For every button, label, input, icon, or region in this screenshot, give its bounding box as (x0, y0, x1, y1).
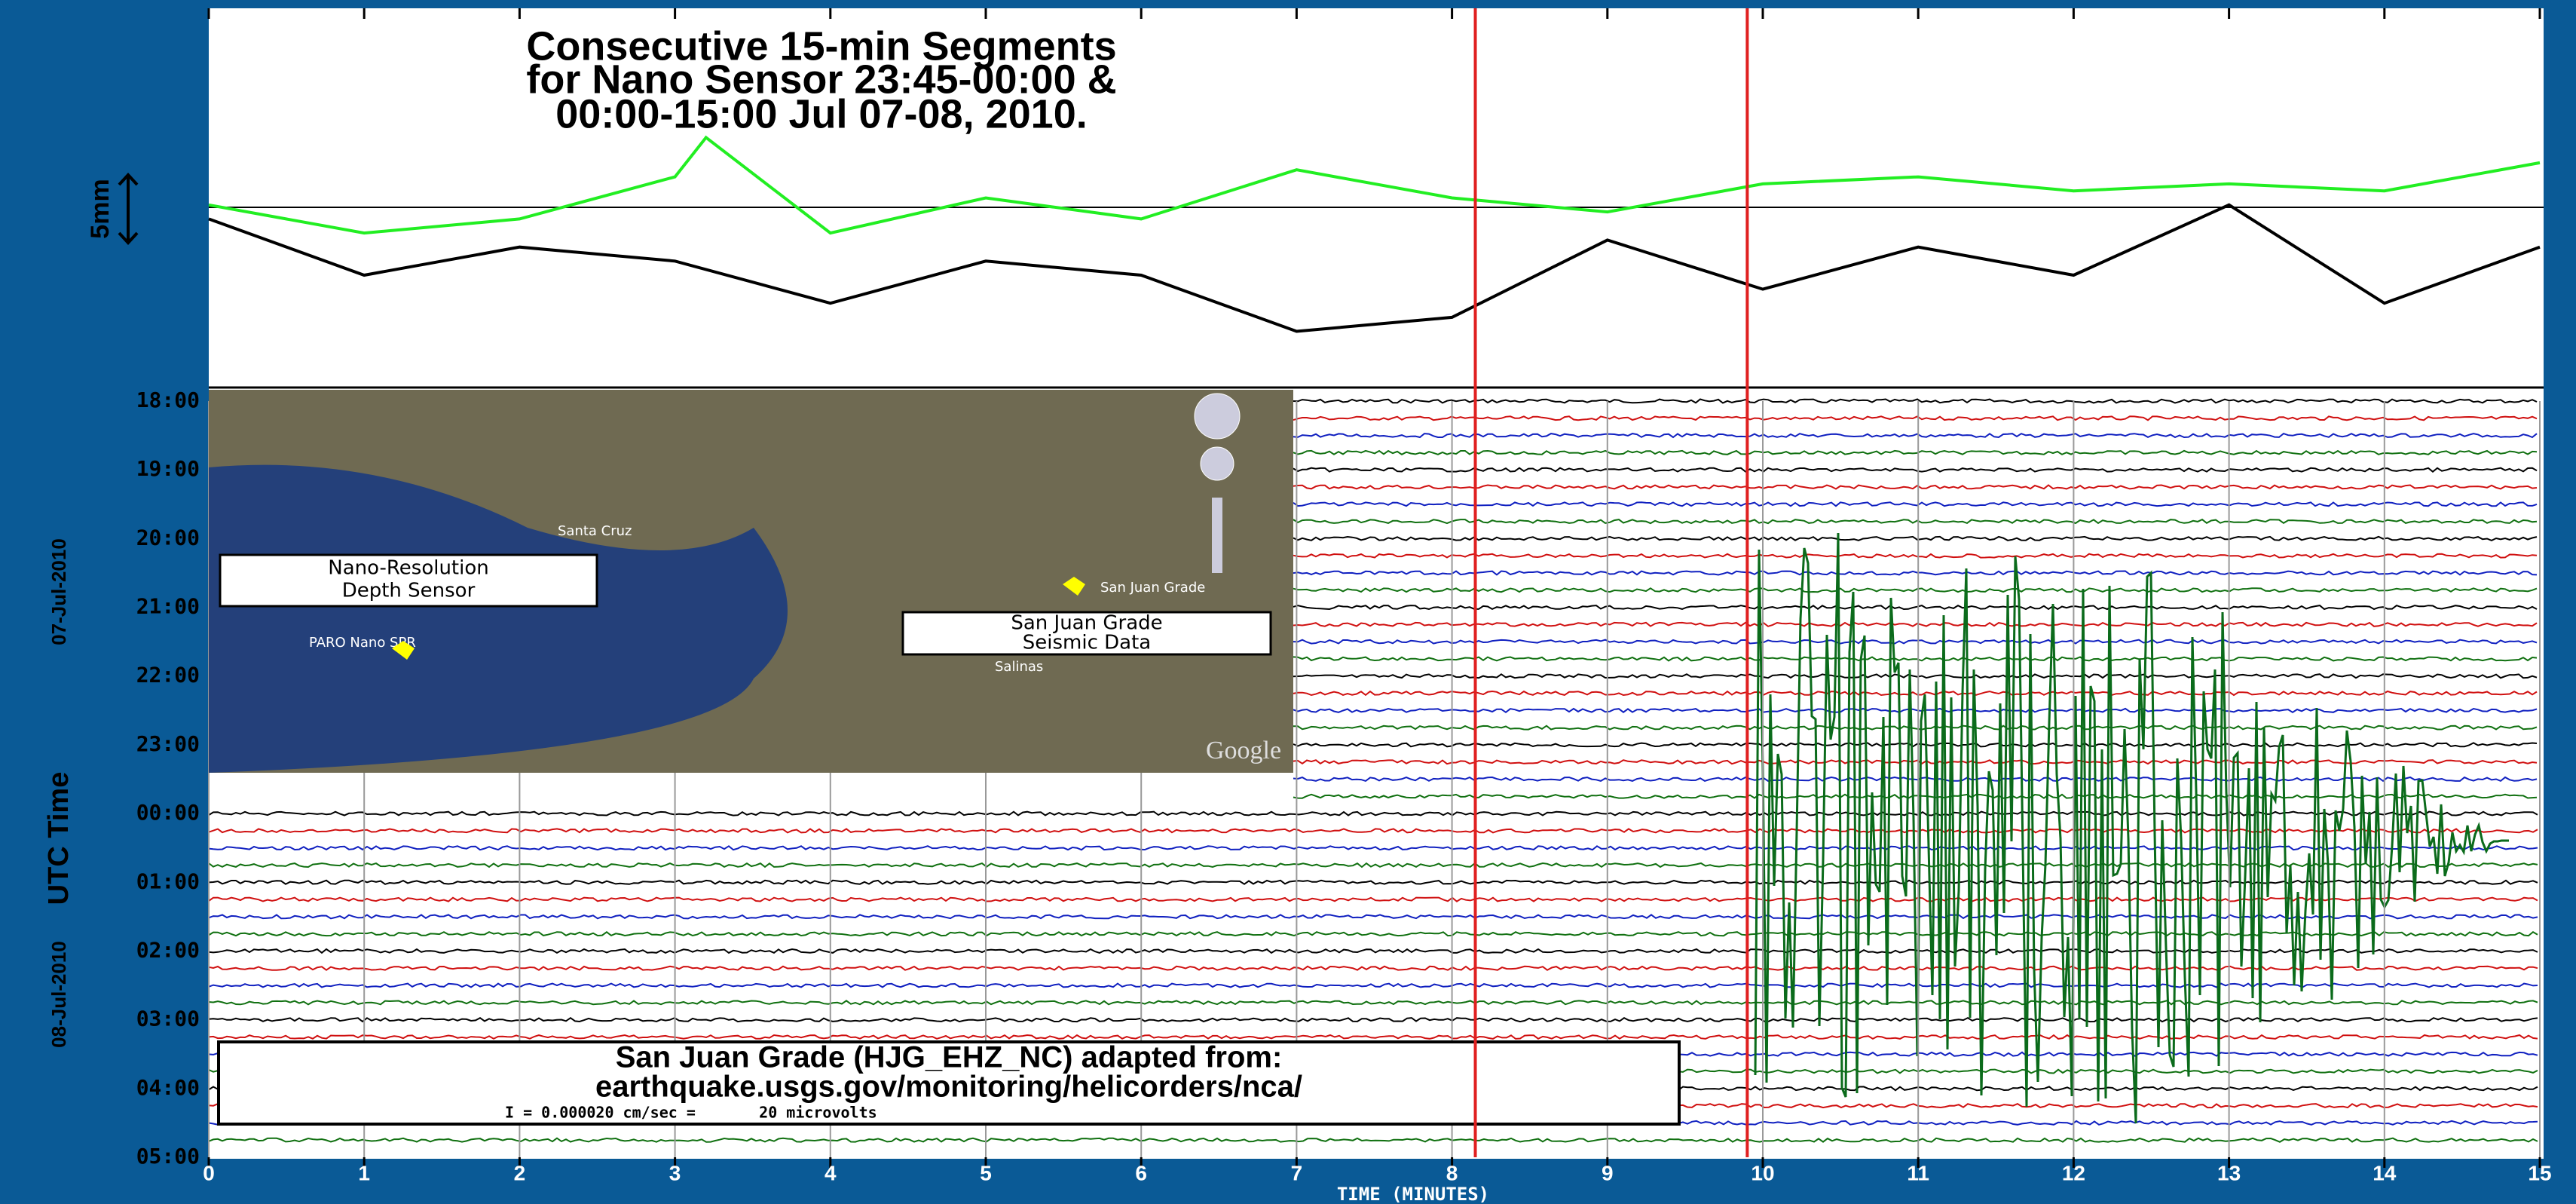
row-label: 19:00 (136, 456, 200, 481)
brand: Google (1206, 737, 1281, 764)
x-tick-label: 15 (2528, 1161, 2551, 1184)
y-axis-label: UTC Time (43, 772, 75, 905)
x-tick-label: 10 (1751, 1161, 1774, 1184)
source-text: I = 0.000020 cm/sec = 20 microvolts (505, 1104, 877, 1122)
x-tick-label: 4 (825, 1161, 837, 1184)
row-label: 05:00 (136, 1144, 200, 1169)
row-label: 03:00 (136, 1006, 200, 1031)
place: San Juan Grade (1100, 580, 1205, 596)
row-label: 21:00 (136, 594, 200, 619)
title: 00:00-15:00 Jul 07-08, 2010. (555, 91, 1087, 136)
x-tick-label: 9 (1602, 1161, 1614, 1184)
x-tick-label: 7 (1291, 1161, 1303, 1184)
x-tick-label: 3 (669, 1161, 681, 1184)
nav-control (1201, 447, 1234, 480)
row-label: 00:00 (136, 800, 200, 825)
x-tick-label: 1 (358, 1161, 370, 1184)
row-label: 01:00 (136, 869, 200, 893)
place: Salinas (995, 659, 1043, 675)
x-tick-label: 0 (203, 1161, 215, 1184)
row-label: 20:00 (136, 525, 200, 550)
row-label: 22:00 (136, 663, 200, 688)
row-label: 18:00 (136, 388, 200, 412)
x-axis-label: TIME (MINUTES) (1337, 1184, 1489, 1204)
scale-label: 5mm (86, 179, 115, 238)
place: Santa Cruz (558, 523, 632, 539)
x-tick-label: 6 (1135, 1161, 1147, 1184)
date-label: 07-Jul-2010 (47, 538, 70, 645)
source-text: earthquake.usgs.gov/monitoring/helicorde… (595, 1071, 1302, 1104)
map-label: Depth Sensor (342, 580, 476, 602)
x-tick-label: 2 (514, 1161, 526, 1184)
map-label: Nano-Resolution (328, 557, 488, 580)
scale-arrow (119, 175, 137, 243)
row-label: 04:00 (136, 1075, 200, 1100)
row-label: 23:00 (136, 731, 200, 756)
x-tick-label: 13 (2217, 1161, 2241, 1184)
map-label: Seismic Data (1023, 632, 1151, 654)
x-tick-label: 11 (1907, 1161, 1929, 1184)
x-tick-label: 5 (980, 1161, 992, 1184)
row-label: 02:00 (136, 937, 200, 962)
x-tick-label: 8 (1446, 1161, 1458, 1184)
x-tick-label: 14 (2373, 1161, 2397, 1184)
zoom-slider (1212, 498, 1222, 573)
map-inset: Nano-Resolution Depth Sensor San Juan Gr… (209, 390, 1293, 773)
chart: Nano-Resolution Depth Sensor San Juan Gr… (0, 0, 2576, 1204)
x-tick-label: 12 (2062, 1161, 2085, 1184)
date-label: 08-Jul-2010 (47, 941, 70, 1048)
nav-control (1195, 394, 1240, 439)
source-text: San Juan Grade (HJG_EHZ_NC) adapted from… (616, 1041, 1283, 1074)
